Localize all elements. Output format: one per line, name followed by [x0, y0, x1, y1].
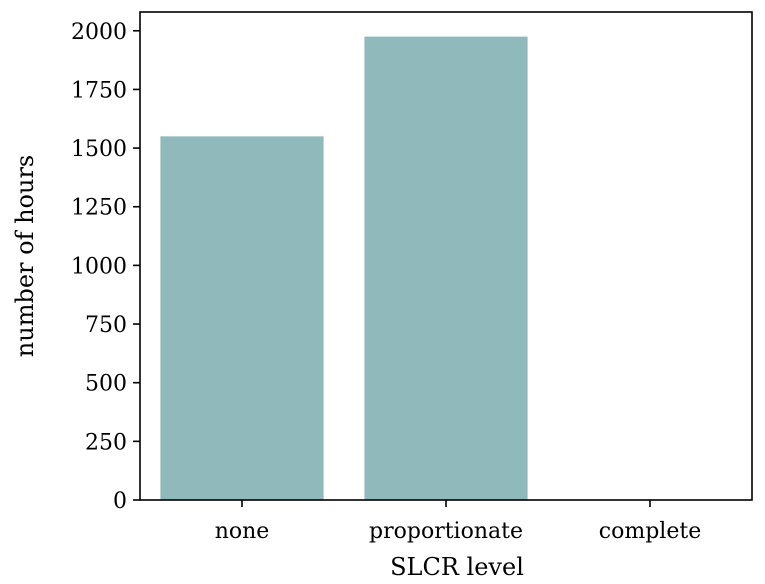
x-tick-label: complete	[599, 519, 701, 544]
y-tick-label: 1750	[71, 78, 127, 103]
y-tick-label: 500	[85, 372, 127, 397]
x-axis-ticks: none proportionate complete	[215, 500, 701, 544]
y-tick-label: 250	[85, 430, 127, 455]
y-tick-label: 1000	[71, 254, 127, 279]
y-tick-label: 0	[113, 489, 127, 514]
bar-proportionate	[364, 36, 528, 500]
y-tick-label: 1500	[71, 137, 127, 162]
bars-layer	[160, 36, 528, 500]
y-tick-label: 750	[85, 313, 127, 338]
x-tick-label: none	[215, 519, 270, 544]
x-axis-label: SLCR level	[390, 553, 524, 580]
y-axis-label: number of hours	[11, 155, 39, 357]
x-tick-label: proportionate	[369, 519, 523, 544]
y-tick-label: 2000	[71, 20, 127, 45]
y-tick-label: 1250	[71, 196, 127, 221]
bar-none	[160, 136, 324, 500]
y-axis-ticks: 0 250 500 750 1000 1250 1500 1750 2000	[71, 20, 140, 514]
